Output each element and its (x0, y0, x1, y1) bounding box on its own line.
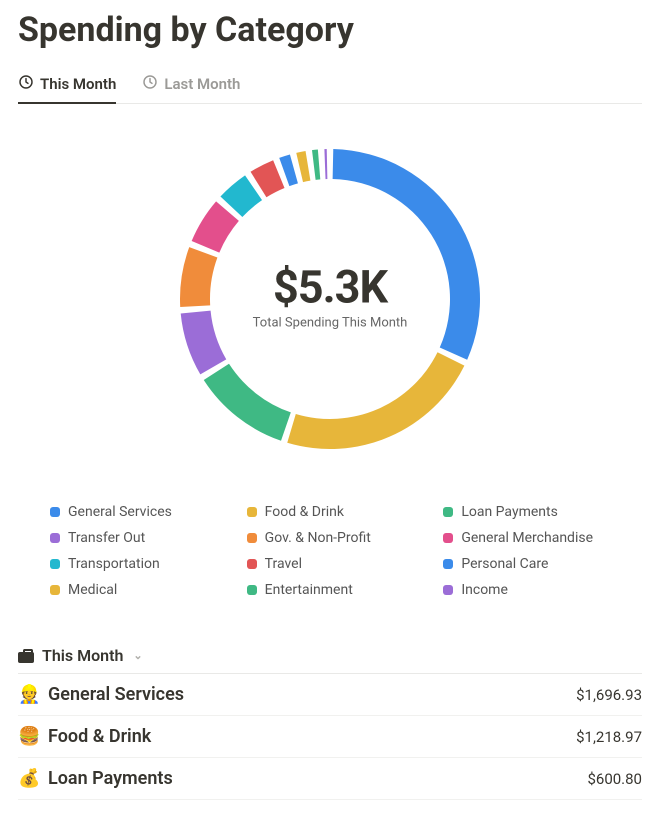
tab-last-month[interactable]: Last Month (142, 68, 240, 104)
spending-chart: $5.3K Total Spending This Month General … (18, 144, 642, 598)
category-icon: 💰 (18, 768, 40, 789)
legend-item[interactable]: Transportation (50, 556, 217, 572)
legend-label: Transfer Out (68, 530, 145, 546)
legend-swatch (443, 533, 453, 543)
category-icon: 👷 (18, 684, 40, 705)
list-item[interactable]: 💰 Loan Payments $600.80 (18, 758, 642, 800)
tab-this-month[interactable]: This Month (18, 68, 116, 104)
legend-label: General Merchandise (461, 530, 593, 546)
total-amount: $5.3K (253, 261, 408, 314)
legend-swatch (247, 533, 257, 543)
chart-legend: General Services Food & Drink Loan Payment… (50, 504, 610, 598)
legend-swatch (50, 533, 60, 543)
donut-slice[interactable] (279, 154, 298, 186)
legend-item[interactable]: Loan Payments (443, 504, 610, 520)
chevron-down-icon: ⌄ (133, 649, 142, 662)
legend-item[interactable]: Travel (247, 556, 414, 572)
page-title: Spending by Category (18, 10, 642, 50)
legend-label: General Services (68, 504, 172, 520)
legend-swatch (247, 585, 257, 595)
total-caption: Total Spending This Month (253, 316, 408, 331)
category-amount: $1,218.97 (576, 728, 642, 746)
legend-label: Travel (265, 556, 302, 572)
clock-icon (142, 74, 158, 94)
legend-swatch (443, 559, 453, 569)
legend-item[interactable]: General Merchandise (443, 530, 610, 546)
legend-label: Food & Drink (265, 504, 344, 520)
legend-label: Income (461, 582, 508, 598)
briefcase-icon (18, 649, 34, 663)
legend-item[interactable]: Transfer Out (50, 530, 217, 546)
donut-slice[interactable] (180, 247, 217, 307)
list-header-dropdown[interactable]: This Month ⌄ (18, 638, 642, 674)
donut-slice[interactable] (324, 149, 327, 179)
legend-swatch (247, 507, 257, 517)
donut-slice[interactable] (296, 151, 310, 182)
legend-label: Transportation (68, 556, 160, 572)
legend-item[interactable]: Medical (50, 582, 217, 598)
legend-item[interactable]: Personal Care (443, 556, 610, 572)
tab-label: This Month (40, 75, 116, 93)
legend-label: Loan Payments (461, 504, 557, 520)
legend-label: Medical (68, 582, 117, 598)
category-label: Loan Payments (48, 768, 587, 789)
category-amount: $1,696.93 (576, 686, 642, 704)
list-item[interactable]: 👷 General Services $1,696.93 (18, 674, 642, 716)
clock-icon (18, 74, 34, 94)
donut-center: $5.3K Total Spending This Month (253, 261, 408, 331)
legend-item[interactable]: Gov. & Non-Profit (247, 530, 414, 546)
donut-slice[interactable] (312, 149, 320, 179)
legend-label: Gov. & Non-Profit (265, 530, 371, 546)
donut-slice[interactable] (204, 364, 291, 441)
tab-label: Last Month (164, 75, 240, 93)
legend-swatch (443, 585, 453, 595)
legend-item[interactable]: Food & Drink (247, 504, 414, 520)
tabs: This Month Last Month (18, 68, 642, 104)
donut-slice[interactable] (181, 311, 227, 375)
legend-swatch (50, 507, 60, 517)
legend-swatch (50, 585, 60, 595)
legend-item[interactable]: Entertainment (247, 582, 414, 598)
legend-swatch (443, 507, 453, 517)
legend-swatch (50, 559, 60, 569)
legend-label: Personal Care (461, 556, 548, 572)
donut-chart: $5.3K Total Spending This Month (175, 144, 485, 454)
list-item[interactable]: 🍔 Food & Drink $1,218.97 (18, 716, 642, 758)
legend-item[interactable]: Income (443, 582, 610, 598)
category-icon: 🍔 (18, 726, 40, 747)
category-label: General Services (48, 684, 576, 705)
donut-slice[interactable] (192, 201, 239, 252)
list-header-label: This Month (42, 646, 123, 665)
category-list: This Month ⌄ 👷 General Services $1,696.9… (18, 638, 642, 800)
category-label: Food & Drink (48, 726, 576, 747)
donut-slice[interactable] (287, 352, 464, 449)
legend-item[interactable]: General Services (50, 504, 217, 520)
legend-label: Entertainment (265, 582, 353, 598)
legend-swatch (247, 559, 257, 569)
category-amount: $600.80 (587, 770, 642, 788)
